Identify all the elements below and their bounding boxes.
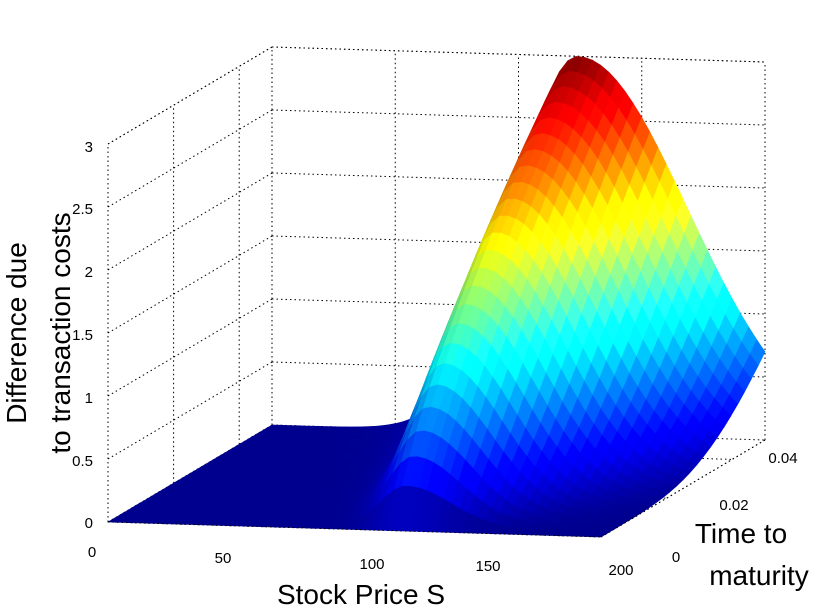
grid-line	[271, 172, 766, 189]
x-axis-label: Stock Price S	[277, 579, 445, 607]
y-tick-label: 0	[672, 549, 680, 566]
y-axis-line	[600, 439, 766, 538]
z-tick-label: 2.5	[72, 201, 93, 218]
grid-line	[107, 235, 273, 334]
x-tick-label: 150	[475, 558, 500, 575]
axes-box-front	[107, 144, 766, 538]
z-tick-label: 2	[85, 264, 93, 281]
x-axis-line	[107, 521, 602, 538]
grid-line	[271, 109, 766, 126]
z-tick-label: 1	[85, 390, 93, 407]
grid-line	[271, 235, 766, 252]
grid-line	[271, 298, 766, 315]
y-axis-label-line1: Time to	[695, 518, 787, 549]
grid-line	[107, 172, 273, 271]
z-tick-label: 0.5	[72, 453, 93, 470]
z-tick-label: 3	[85, 139, 93, 156]
z-axis-label-line1: Difference due	[1, 242, 32, 424]
x-tick-label: 100	[359, 556, 384, 573]
surface	[106, 55, 766, 538]
x-tick-label: 200	[608, 562, 633, 579]
grid-line	[107, 46, 273, 145]
x-tick-label: 0	[88, 544, 96, 561]
surface-patch	[591, 532, 609, 538]
grid-line	[107, 361, 273, 460]
z-tick-label: 1.5	[72, 327, 93, 344]
grid-line	[107, 298, 273, 397]
y-tick-label: 0.04	[768, 450, 797, 467]
x-tick-label: 50	[215, 550, 232, 567]
y-axis-label-line2: maturity	[709, 560, 809, 591]
z-tick-label: 0	[85, 515, 93, 532]
grid-line	[107, 109, 273, 208]
z-axis-label-line2: to transaction costs	[45, 212, 76, 453]
grid-line	[271, 361, 766, 378]
y-tick-label: 0.02	[719, 497, 748, 514]
grid-line	[271, 46, 766, 63]
